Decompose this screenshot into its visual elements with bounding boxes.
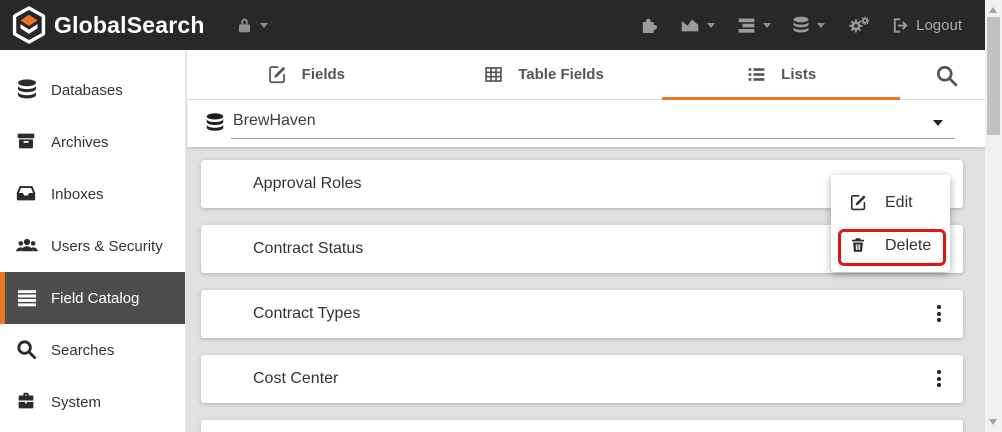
sidebar-item-label: Searches [51,341,115,359]
vertical-scrollbar[interactable] [985,0,1002,432]
sidebar: Databases Archives Inboxes [0,50,186,432]
inbox-icon [15,182,39,206]
sidebar-item-databases[interactable]: Databases [0,64,185,116]
lock-menu-button[interactable] [235,16,268,35]
sidebar-item-field-catalog[interactable]: Field Catalog [0,272,185,324]
queues-menu-button[interactable] [736,15,771,36]
tasks-list-icon [736,15,757,36]
list-item[interactable]: Contract Types [201,290,963,338]
caret-down-icon [817,22,826,28]
database-icon [791,15,811,36]
list-item-label: Cost Center [253,370,339,387]
users-group-icon [15,234,39,258]
sidebar-item-label: Archives [51,133,109,151]
list-icon [15,286,39,310]
list-item-partial[interactable] [201,420,963,432]
list-item-label: Contract Types [253,305,361,322]
list-ul-icon [746,64,767,85]
database-select[interactable]: BrewHaven [187,100,985,147]
briefcase-icon [15,390,39,414]
scroll-down-arrow-icon[interactable] [989,419,997,425]
database-select-value: BrewHaven [233,112,316,129]
caret-down-icon [707,22,716,28]
sidebar-item-label: Databases [51,81,123,99]
main-content: Fields Table Fields [187,50,985,432]
tab-table-fields[interactable]: Table Fields [425,50,663,99]
sidebar-item-archives[interactable]: Archives [0,116,185,168]
settings-button[interactable] [846,14,871,36]
tab-fields[interactable]: Fields [187,50,425,99]
puzzle-piece-icon [638,15,659,36]
globalsearch-logo-icon [12,6,46,44]
workflow-button[interactable] [638,15,659,36]
sidebar-item-inboxes[interactable]: Inboxes [0,168,185,220]
logout-button[interactable]: Logout [891,16,962,35]
databases-menu-button[interactable] [791,15,826,36]
gears-icon [846,14,871,36]
logout-label: Logout [916,16,962,34]
topbar: GlobalSearch [0,0,1002,50]
list-item-label: Contract Status [253,240,364,257]
topbar-actions: Logout [638,0,962,50]
sidebar-item-label: Field Catalog [51,289,140,307]
lock-icon [235,16,254,35]
trash-icon [849,236,868,255]
caret-down-icon [762,22,771,28]
brand-title: GlobalSearch [54,11,205,38]
sidebar-item-label: System [51,393,102,411]
scrollbar-thumb[interactable] [987,17,1000,135]
menu-item-label: Delete [885,236,932,254]
database-icon [204,112,226,134]
context-menu-edit[interactable]: Edit [831,181,950,224]
menu-item-label: Edit [885,193,913,211]
context-menu-delete[interactable]: Delete [831,224,950,267]
caret-down-icon [933,120,943,126]
reports-menu-button[interactable] [679,14,716,36]
sidebar-item-label: Inboxes [51,185,104,203]
tab-label: Fields [301,66,346,83]
database-icon [15,78,39,102]
select-underline [231,138,955,139]
sidebar-item-label: Users & Security [51,237,163,255]
edit-pencil-icon [849,193,868,212]
tab-label: Lists [781,66,817,83]
edit-square-icon [267,64,288,85]
area-chart-icon [679,14,701,36]
archive-box-icon [15,130,39,154]
sidebar-item-users-security[interactable]: Users & Security [0,220,185,272]
tab-lists[interactable]: Lists [662,50,900,100]
context-menu: Edit Delete [831,175,950,272]
sidebar-item-system[interactable]: System [0,376,185,428]
tab-label: Table Fields [518,66,604,83]
list-item-label: Approval Roles [253,175,362,192]
sign-out-icon [891,16,910,35]
row-menu-button[interactable] [931,304,947,324]
row-menu-button[interactable] [931,369,947,389]
search-button[interactable] [934,63,959,88]
table-icon [483,64,504,85]
search-icon [15,338,39,362]
sidebar-item-searches[interactable]: Searches [0,324,185,376]
scroll-up-arrow-icon[interactable] [989,7,997,13]
tab-bar: Fields Table Fields [187,50,985,100]
caret-down-icon [259,22,268,28]
list-item[interactable]: Cost Center [201,355,963,403]
